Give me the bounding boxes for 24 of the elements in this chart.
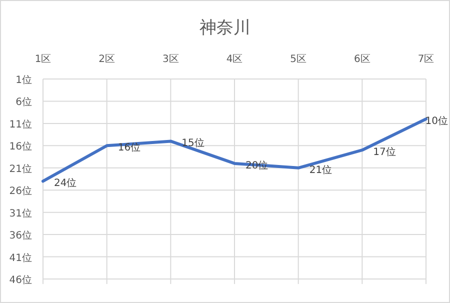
x-tick-label: 3区	[162, 54, 179, 65]
data-label: 21位	[309, 164, 332, 176]
y-tick-label: 16位	[9, 140, 32, 153]
y-tick-label: 1位	[16, 74, 32, 86]
y-tick-label: 6位	[16, 96, 32, 108]
x-tick-label: 7区	[418, 54, 434, 65]
x-tick-label: 6区	[354, 54, 370, 65]
x-tick-label: 4区	[226, 54, 243, 65]
y-tick-label: 21位	[9, 162, 32, 175]
data-label: 17位	[373, 146, 396, 158]
y-tick-label: 46位	[9, 274, 32, 286]
x-tick-label: 5区	[290, 54, 307, 65]
y-tick-label: 36位	[9, 230, 32, 242]
x-tick-label: 2区	[98, 54, 116, 65]
x-tick-label: 1区	[34, 54, 52, 65]
y-tick-label: 31位	[9, 207, 32, 220]
y-tick-label: 26位	[9, 185, 32, 198]
y-tick-label: 11位	[9, 118, 32, 130]
data-label: 15位	[182, 137, 204, 150]
data-label: 16位	[118, 142, 141, 154]
chart-title: 神奈川	[200, 18, 250, 38]
data-label: 24位	[54, 177, 77, 190]
data-label: 10位	[425, 115, 448, 127]
y-tick-label: 41位	[9, 252, 32, 264]
